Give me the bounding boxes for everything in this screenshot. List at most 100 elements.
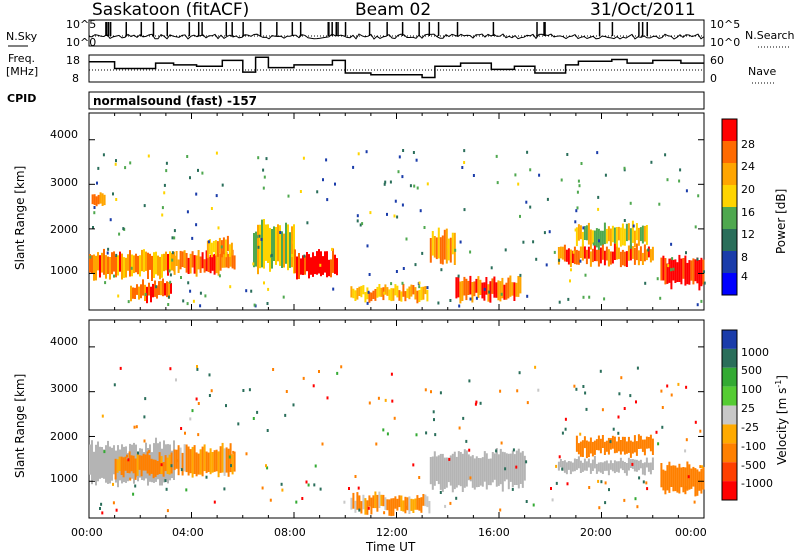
power-scatter-cell — [623, 219, 626, 222]
velocity-cell — [388, 499, 391, 516]
power-cell — [111, 252, 113, 275]
freq-traces — [89, 56, 704, 79]
velocity-cell — [350, 497, 353, 510]
velocity-cell — [619, 457, 622, 469]
velocity-cell — [128, 451, 131, 474]
velocity-scatter-cell — [160, 463, 163, 467]
power-scatter-cell — [173, 229, 176, 233]
velocity-cell — [162, 462, 165, 477]
velocity-cell — [111, 447, 113, 481]
velocity-scatter-cell — [406, 505, 408, 509]
power-scatter-cell — [257, 156, 260, 160]
xtick-0000: 00:00 — [71, 526, 103, 539]
power-cell — [479, 279, 482, 295]
power-cell — [611, 251, 614, 264]
power-scatter-cell — [457, 274, 460, 278]
velocity-cell — [424, 494, 427, 507]
power-cell — [261, 219, 263, 268]
velocity-scatter-cell — [634, 497, 637, 501]
velocity-cell — [597, 435, 600, 451]
velocity-scatter-cell — [319, 487, 322, 491]
power-cell — [121, 253, 123, 280]
power-cell — [649, 249, 652, 263]
power-cbar-tick-4: 4 — [741, 270, 748, 283]
power-scatter-cell — [267, 287, 270, 291]
power-scatter-cell — [361, 222, 364, 226]
power-cell — [465, 278, 468, 301]
power-scatter-cell — [463, 161, 466, 164]
velocity-cell — [152, 459, 155, 479]
power-scatter-cell — [671, 257, 674, 261]
velocity-scatter-cell — [134, 484, 137, 488]
power-scatter-cell — [519, 273, 522, 277]
velocity-cell — [674, 465, 677, 492]
power-cell — [149, 253, 151, 270]
velocity-scatter-cell — [144, 397, 147, 401]
power-cell — [146, 286, 148, 304]
velocity-cell — [694, 468, 697, 497]
power-cell — [187, 257, 190, 274]
velocity-colorbar-segment — [722, 443, 737, 463]
power-scatter-cell — [326, 198, 329, 202]
velocity-cell — [219, 446, 222, 473]
power-cell — [678, 254, 681, 282]
power-cell — [318, 249, 320, 274]
velocity-cell — [641, 439, 644, 452]
power-cell — [158, 281, 160, 295]
power-scatter-cell — [490, 266, 493, 270]
power-scatter-cell — [647, 248, 650, 252]
power-cell — [577, 224, 580, 241]
power-scatter-cell — [697, 194, 700, 198]
velocity-scatter-cell — [499, 508, 502, 512]
velocity-scatter-cell — [425, 431, 428, 435]
power-cell — [304, 255, 306, 275]
power-scatter-cell — [412, 151, 415, 154]
nsky-tick-high: 10^5 — [66, 18, 97, 31]
velocity-cell — [605, 460, 608, 471]
velocity-scatter-cell — [550, 487, 552, 490]
velocity-cell — [134, 458, 137, 480]
power-cell — [641, 225, 644, 244]
velocity-cell — [579, 441, 582, 457]
velocity-scatter-cell — [670, 393, 673, 397]
velocity-scatter-cell — [196, 365, 198, 368]
velocity-cell — [185, 444, 188, 473]
velocity-cell — [412, 499, 415, 513]
velocity-cell — [420, 497, 423, 513]
velocity-cell — [209, 448, 212, 475]
velocity-cell — [559, 459, 562, 468]
power-cell — [171, 252, 173, 271]
power-cell — [287, 224, 289, 271]
velocity-cell — [479, 458, 482, 486]
power-scatter-cell — [558, 300, 561, 304]
power-cell — [216, 241, 219, 257]
velocity-cell — [360, 501, 363, 514]
velocity-cell — [414, 498, 417, 510]
power-scatter-cell — [416, 186, 419, 190]
power-cell — [445, 228, 448, 264]
power-scatter-cell — [598, 239, 600, 243]
velocity-cell — [142, 453, 145, 471]
power-cell — [199, 256, 202, 273]
power-cell — [635, 223, 638, 241]
velocity-cell — [579, 460, 582, 473]
velocity-cell — [392, 498, 395, 516]
xaxis-label: Time UT — [366, 540, 416, 554]
velocity-scatter-cell — [573, 384, 576, 388]
velocity-scatter-cell — [280, 482, 283, 486]
power-cell — [424, 286, 427, 295]
vel-cbar-tick-500: 500 — [741, 364, 762, 377]
velocity-cell — [437, 455, 440, 485]
power-scatter-cell — [574, 220, 577, 224]
power-scatter-cell — [458, 304, 461, 308]
power-scatter-cell — [167, 295, 170, 299]
power-scatter-cell — [472, 174, 475, 177]
power-scatter-cell — [189, 289, 192, 293]
power-cbar-tick-28: 28 — [741, 138, 755, 151]
power-ytick-2000: 2000 — [50, 223, 78, 236]
power-scatter-cell — [553, 250, 556, 254]
power-cell — [615, 227, 618, 247]
power-scatter-cell — [197, 168, 199, 172]
velocity-scatter-cell — [455, 496, 458, 500]
velocity-cell — [702, 466, 705, 490]
